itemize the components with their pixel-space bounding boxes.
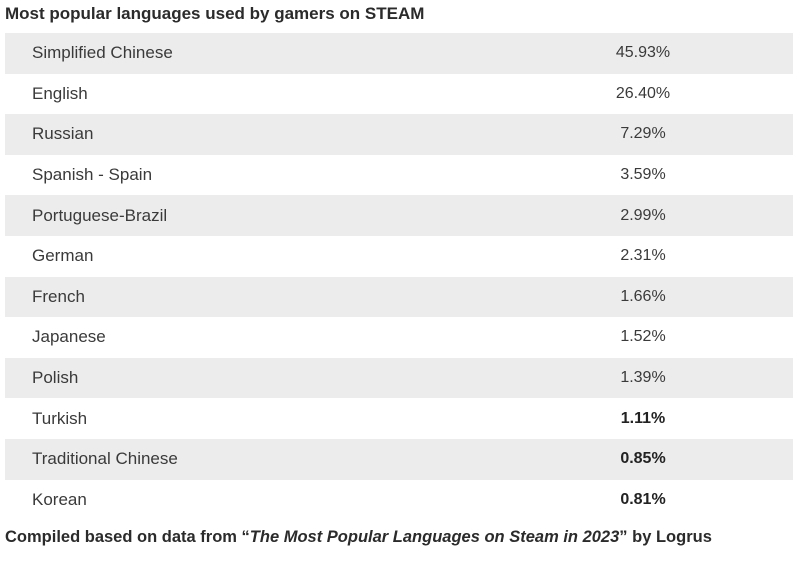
table-row: Russian 7.29% <box>5 114 793 155</box>
table-row: Korean 0.81% <box>5 480 793 521</box>
table-row: Polish 1.39% <box>5 357 793 399</box>
table-row: Turkish 1.11% <box>5 398 793 439</box>
source-prefix: Compiled based on data from “ <box>5 528 250 546</box>
percentage-cell: 45.93% <box>615 44 671 62</box>
percentage-cell: 3.59% <box>620 166 666 184</box>
table-row: Japanese 1.52% <box>5 317 793 358</box>
percentage-cell: 2.99% <box>620 206 666 224</box>
language-cell: Polish <box>32 368 79 388</box>
percentage-cell: 7.29% <box>620 125 666 143</box>
language-cell: English <box>32 83 88 103</box>
table-row: Simplified Chinese 45.93% <box>5 33 793 74</box>
table-row: German 2.31% <box>5 236 793 277</box>
language-cell: Traditional Chinese <box>32 449 178 469</box>
chart-title: Most popular languages used by gamers on… <box>5 4 425 23</box>
percentage-cell: 26.40% <box>615 84 671 102</box>
language-cell: Portuguese-Brazil <box>32 205 168 225</box>
table-row: Spanish - Spain 3.59% <box>5 155 793 196</box>
language-cell: Turkish <box>32 408 88 428</box>
percentage-cell: 1.66% <box>620 287 666 305</box>
language-table: Simplified Chinese 45.93% English 26.40% Rus… <box>5 33 793 520</box>
language-cell: Spanish - Spain <box>32 165 153 185</box>
percentage-cell: 0.85% <box>620 450 666 468</box>
source-suffix: ” by Logrus <box>619 528 712 546</box>
source-caption: Compiled based on data from “The Most Po… <box>5 528 712 547</box>
percentage-cell: 1.11% <box>620 409 666 427</box>
table-row: French 1.66% <box>5 276 793 318</box>
source-title: The Most Popular Languages on Steam in 2… <box>249 528 620 546</box>
language-cell: Japanese <box>32 327 106 347</box>
percentage-cell: 1.39% <box>620 369 666 387</box>
table-row: English 26.40% <box>5 74 793 115</box>
percentage-cell: 0.81% <box>620 490 666 508</box>
language-cell: Russian <box>32 124 94 144</box>
table-row: Portuguese-Brazil 2.99% <box>5 195 793 236</box>
percentage-cell: 2.31% <box>620 247 666 265</box>
table-row: Traditional Chinese 0.85% <box>5 438 793 480</box>
language-cell: Korean <box>32 489 87 509</box>
percentage-cell: 1.52% <box>620 328 666 346</box>
language-cell: French <box>32 286 85 306</box>
language-cell: German <box>32 246 94 266</box>
language-cell: Simplified Chinese <box>32 43 173 63</box>
